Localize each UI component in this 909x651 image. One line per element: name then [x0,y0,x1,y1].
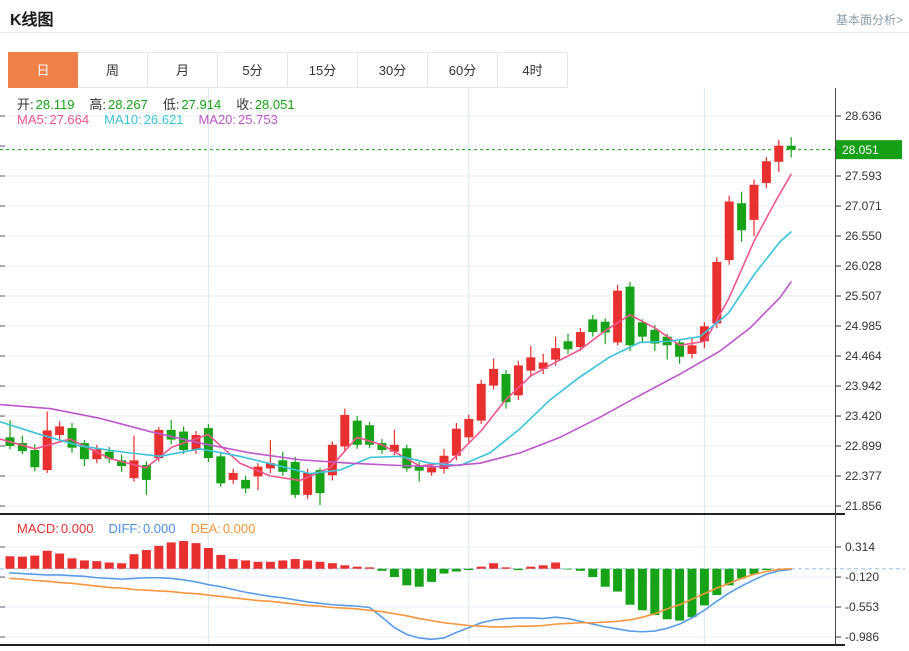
diff-line [9,568,793,641]
legend-value: 25.753 [238,112,278,127]
legend-label: MACD: [17,521,59,536]
legend-label: 高: [89,97,107,112]
legend-value: 28.119 [35,97,75,112]
ohlc-item-high: 高: 28.267 [89,97,147,112]
ohlc-item-open: 开: 28.119 [17,97,74,112]
legend-label: MA5: [17,112,48,127]
ohlc-item-close: 收: 28.051 [236,97,294,112]
svg-text:23.420: 23.420 [845,409,882,423]
svg-text:24.464: 24.464 [845,349,882,363]
ma-item-ma10: MA10: 26.621 [104,112,183,127]
edge-tick-marks [0,115,841,638]
fundamental-analysis-link[interactable]: 基本面分析> [835,13,903,27]
legend-label: DIFF: [108,521,141,536]
svg-text:26.028: 26.028 [845,259,882,273]
svg-text:24.985: 24.985 [845,319,882,333]
widget-header: K线图 基本面分析> [0,0,909,33]
ohlc-legend: 开: 28.119 高: 28.267 低: 27.914 收: 28.051 [17,94,310,113]
ma-item-ma20: MA20: 25.753 [198,112,277,127]
legend-label: MA20: [198,112,237,127]
grid-lines [0,88,835,645]
macd-item-macd: MACD: 0.000 [17,521,93,536]
tab-5分[interactable]: 5分 [218,52,288,88]
legend-label: 低: [162,97,180,112]
ma10-line [0,231,792,475]
legend-label: 收: [236,97,253,112]
legend-value: 27.914 [181,97,222,112]
svg-text:-0.120: -0.120 [845,570,879,584]
ma-legend: MA5: 27.664 MA10: 26.621 MA20: 25.753 [17,112,293,127]
tab-日[interactable]: 日 [8,52,78,88]
tab-30分[interactable]: 30分 [358,52,428,88]
legend-value: 28.051 [254,97,295,112]
svg-text:25.507: 25.507 [845,289,882,303]
svg-text:27.593: 27.593 [845,169,882,183]
ohlc-item-low: 低: 27.914 [163,97,221,112]
legend-value: 0.000 [142,521,176,536]
tab-15分[interactable]: 15分 [288,52,358,88]
panel-separators [0,88,845,646]
ma5-line [0,173,792,482]
svg-text:0.314: 0.314 [845,540,875,554]
svg-text:22.899: 22.899 [845,439,882,453]
tab-月[interactable]: 月 [148,52,218,88]
y-axis-labels: 28.63628.11427.59327.07126.55026.02825.5… [845,109,882,644]
candlesticks [5,137,796,506]
svg-text:23.942: 23.942 [845,379,882,393]
svg-text:-0.986: -0.986 [845,630,879,644]
current-price-badge: 28.051 [836,140,902,160]
svg-text:28.051: 28.051 [842,143,879,157]
dea-line [9,567,793,628]
ma20-line [0,281,792,468]
tab-周[interactable]: 周 [78,52,148,88]
ma-item-ma5: MA5: 27.664 [17,112,89,127]
svg-text:27.071: 27.071 [845,199,882,213]
legend-label: MA10: [104,112,142,127]
svg-text:21.856: 21.856 [845,499,882,513]
tab-4时[interactable]: 4时 [498,52,568,88]
period-tabs: 日周月 5分 15分 30分 60分 4时 [8,52,568,88]
legend-label: 开: [17,97,34,112]
tab-60分[interactable]: 60分 [428,52,498,88]
legend-value: 26.621 [143,112,184,127]
macd-item-dea: DEA: 0.000 [190,521,255,536]
svg-text:22.377: 22.377 [845,469,882,483]
legend-value: 27.664 [49,112,90,127]
legend-value: 28.267 [108,97,148,112]
svg-text:26.550: 26.550 [845,229,882,243]
page-title: K线图 [10,12,54,29]
svg-text:-0.553: -0.553 [845,600,879,614]
macd-item-diff: DIFF: 0.000 [108,521,175,536]
svg-text:28.636: 28.636 [845,109,882,123]
legend-label: DEA: [190,521,221,536]
legend-value: 0.000 [60,521,94,536]
legend-value: 0.000 [222,521,256,536]
macd-legend: MACD: 0.000 DIFF: 0.000 DEA: 0.000 [17,521,270,536]
macd-histogram [5,541,771,621]
